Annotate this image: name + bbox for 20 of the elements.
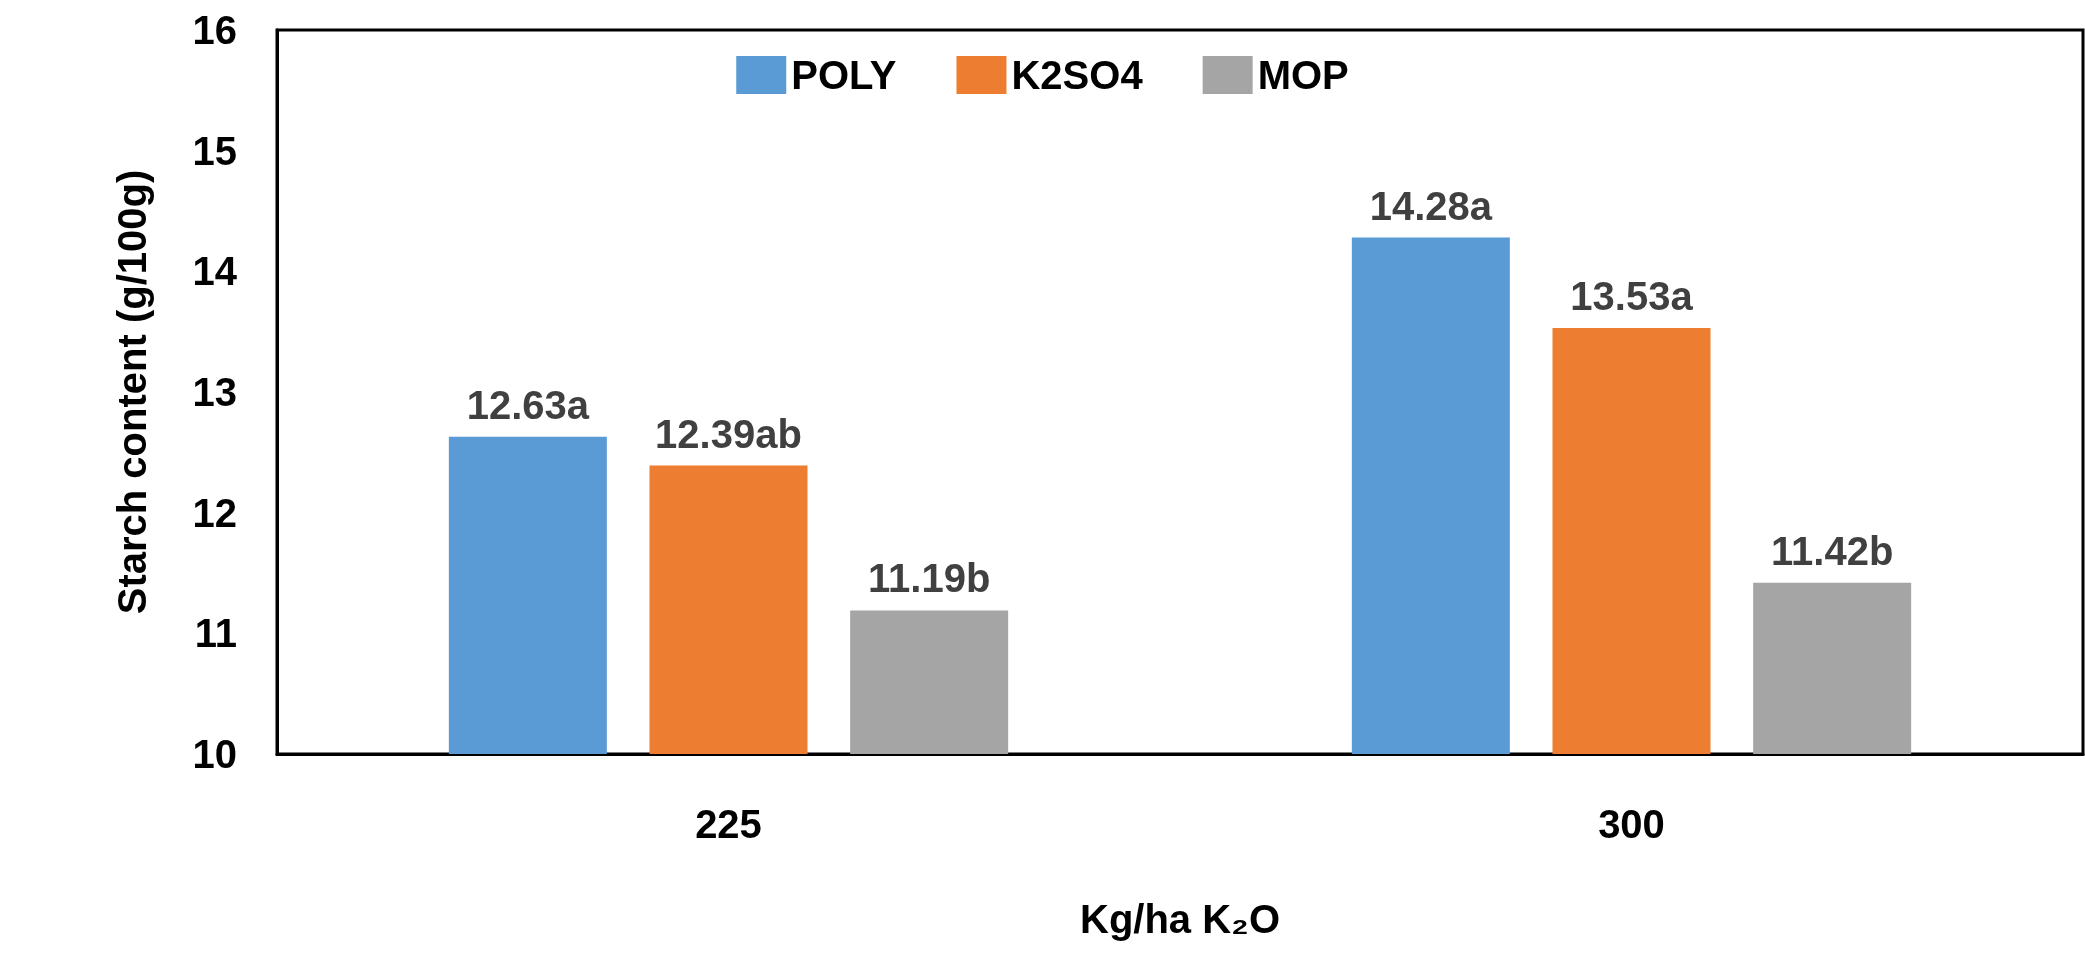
data-label: 11.19b [868, 556, 991, 601]
data-label: 12.63a [466, 382, 590, 427]
y-tick-label: 16 [192, 8, 237, 52]
y-tick-label: 14 [192, 249, 238, 294]
data-label: 14.28a [1369, 183, 1493, 228]
y-axis-title: Starch content (g/100g) [110, 169, 154, 615]
legend-label: K2SO4 [1011, 53, 1144, 97]
x-axis-title: Kg/ha K₂O [1080, 897, 1280, 941]
legend-label: POLY [791, 53, 897, 97]
y-tick-label: 12 [192, 490, 237, 535]
data-label: 13.53a [1570, 274, 1694, 319]
x-tick-label: 300 [1598, 802, 1665, 846]
data-label: 11.42b [1771, 528, 1894, 573]
y-tick-label: 15 [192, 128, 237, 173]
legend-label: MOP [1257, 53, 1349, 97]
y-tick-label: 10 [192, 732, 237, 776]
data-label: 12.39ab [655, 411, 802, 456]
y-tick-label: 11 [194, 611, 237, 656]
y-tick-label: 13 [192, 370, 237, 414]
x-tick-label: 225 [695, 802, 762, 846]
